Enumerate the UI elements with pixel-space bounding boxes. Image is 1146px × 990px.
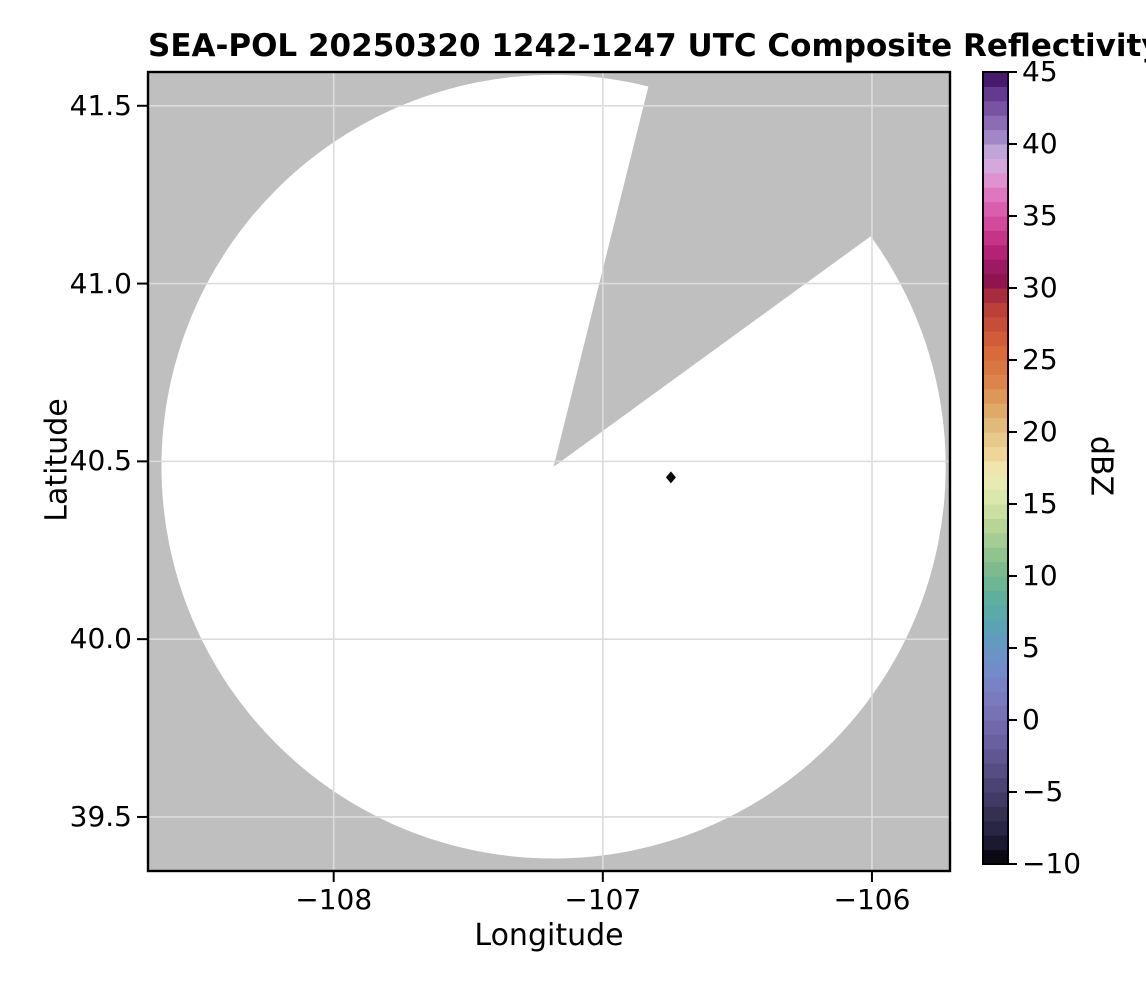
colorbar-tick-label: −10 <box>1022 847 1082 880</box>
colorbar-band <box>983 849 1008 865</box>
colorbar-tick-label: 25 <box>1022 343 1058 376</box>
x-axis-label: Longitude <box>474 918 624 953</box>
colorbar-band <box>983 172 1008 188</box>
colorbar-band <box>983 835 1008 851</box>
colorbar-band <box>983 532 1008 548</box>
colorbar-band <box>983 777 1008 793</box>
colorbar-band <box>983 345 1008 361</box>
colorbar-band <box>983 446 1008 462</box>
axes-border <box>146 70 952 873</box>
colorbar-band <box>983 201 1008 217</box>
colorbar-band <box>983 748 1008 764</box>
x-tick-label: −107 <box>564 883 642 916</box>
colorbar-band <box>983 633 1008 649</box>
colorbar-band <box>983 259 1008 275</box>
colorbar-band <box>983 331 1008 347</box>
colorbar-band <box>983 230 1008 246</box>
colorbar-band <box>983 158 1008 174</box>
blocked-sector-wedge <box>553 72 950 467</box>
colorbar-band <box>983 316 1008 332</box>
colorbar-band <box>983 691 1008 707</box>
colorbar-band <box>983 302 1008 318</box>
colorbar-band <box>983 561 1008 577</box>
colorbar-band <box>983 676 1008 692</box>
colorbar-band <box>983 244 1008 260</box>
colorbar-band <box>983 576 1008 591</box>
colorbar-band <box>983 144 1008 159</box>
colorbar-band <box>983 763 1008 779</box>
y-tick-label: 41.0 <box>69 266 132 300</box>
colorbar-band <box>983 604 1008 620</box>
colorbar-band <box>983 720 1008 735</box>
colorbar-band <box>983 115 1008 131</box>
colorbar-tick-label: 10 <box>1022 559 1058 592</box>
x-tick-label: −108 <box>295 883 373 916</box>
colorbar-band <box>983 187 1008 203</box>
colorbar-band <box>983 100 1008 116</box>
colorbar-band <box>983 86 1008 102</box>
colorbar-tick-label: 30 <box>1022 271 1058 304</box>
colorbar-band <box>983 648 1008 663</box>
colorbar-band <box>983 432 1008 447</box>
colorbar-band <box>983 518 1008 534</box>
colorbar-band <box>983 388 1008 404</box>
colorbar-tick-label: 0 <box>1022 703 1040 736</box>
colorbar-band <box>983 417 1008 433</box>
x-tick-label: −106 <box>833 883 911 916</box>
y-tick-label: 40.5 <box>69 444 132 478</box>
colorbar-tick-label: −5 <box>1022 775 1064 808</box>
colorbar-band <box>983 734 1008 750</box>
colorbar-band <box>983 72 1008 87</box>
colorbar-band <box>983 489 1008 505</box>
colorbar-tick-label: 15 <box>1022 487 1058 520</box>
colorbar-band <box>983 475 1008 491</box>
colorbar-band <box>983 820 1008 836</box>
colorbar-band <box>983 590 1008 606</box>
y-tick-label: 39.5 <box>69 799 132 833</box>
colorbar-tick-label: 35 <box>1022 199 1058 232</box>
colorbar-tick-label: 40 <box>1022 127 1058 160</box>
colorbar-label: dBZ <box>1083 435 1119 497</box>
colorbar-band <box>983 705 1008 721</box>
y-tick-label: 40.0 <box>69 622 132 656</box>
colorbar-band <box>983 129 1008 145</box>
colorbar-band <box>983 374 1008 390</box>
colorbar-border <box>982 71 1009 865</box>
colorbar-band <box>983 619 1008 635</box>
chart-title: SEA-POL 20250320 1242-1247 UTC Composite… <box>148 28 1146 64</box>
reflectivity-echo-marker <box>665 471 676 484</box>
colorbar-band <box>983 806 1008 822</box>
colorbar-band <box>983 273 1008 289</box>
colorbar-band <box>983 216 1008 231</box>
colorbar-band <box>983 792 1008 807</box>
colorbar-band <box>983 547 1008 563</box>
y-tick-label: 41.5 <box>69 88 132 122</box>
colorbar-band <box>983 460 1008 476</box>
colorbar-tick-label: 20 <box>1022 415 1058 448</box>
colorbar-band <box>983 360 1008 375</box>
colorbar-band <box>983 504 1008 519</box>
colorbar-band <box>983 662 1008 678</box>
colorbar-tick-label: 5 <box>1022 631 1040 664</box>
colorbar-band <box>983 403 1008 419</box>
colorbar-tick-label: 45 <box>1022 55 1058 88</box>
colorbar-band <box>983 288 1008 303</box>
